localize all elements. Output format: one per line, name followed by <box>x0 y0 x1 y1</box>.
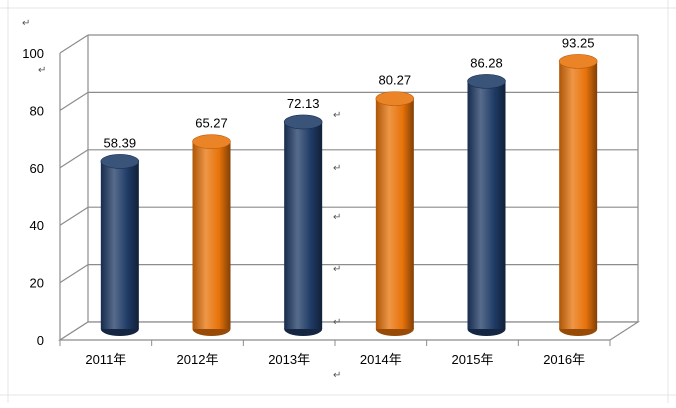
y-axis: 0 20 40 60 80 100 <box>22 46 44 348</box>
gridline-side <box>59 206 89 226</box>
return-mark: ↵ <box>333 370 341 381</box>
y-tick-label: 20 <box>30 276 44 291</box>
x-tick-label: 2014年 <box>360 352 402 367</box>
return-mark: ↵ <box>333 264 341 275</box>
bar-top <box>100 154 140 169</box>
return-mark: ↵ <box>38 65 46 76</box>
bar-top <box>283 114 323 130</box>
gridlines <box>59 34 639 341</box>
bar-body <box>375 98 414 330</box>
x-tick-label: 2012年 <box>177 352 219 367</box>
data-label: 72.13 <box>287 96 320 111</box>
bar-3 <box>283 114 323 336</box>
x-axis: 2011年 2012年 2013年 2014年 2015年 2016年 <box>85 352 585 367</box>
data-label: 80.27 <box>379 73 412 88</box>
bar-1 <box>100 154 140 336</box>
x-tick-label: 2016年 <box>543 352 585 367</box>
bar-2 <box>192 134 231 336</box>
y-tick-label: 60 <box>30 161 44 176</box>
bar-body <box>284 121 323 329</box>
bar-top <box>192 134 231 149</box>
y-tick-label: 80 <box>30 103 44 118</box>
gridline-side <box>59 264 89 284</box>
x-tick-label: 2011年 <box>85 352 126 367</box>
bar-top <box>375 91 415 106</box>
bar-body <box>192 141 231 329</box>
data-label: 58.39 <box>104 135 137 150</box>
x-tick-label: 2013年 <box>268 352 310 367</box>
y-tick-label: 100 <box>22 46 44 61</box>
bar-body <box>559 61 598 330</box>
paragraph-marks: ↵ ↵ ↵ ↵ ↵ ↵ ↵ ↵ <box>22 18 341 381</box>
bar-5 <box>467 74 506 336</box>
data-label: 86.28 <box>470 55 503 70</box>
return-mark: ↵ <box>22 18 30 29</box>
return-mark: ↵ <box>333 212 341 223</box>
data-label: 93.25 <box>562 35 595 50</box>
chart-floor <box>57 321 641 341</box>
gridline-side <box>59 91 89 111</box>
bar-body <box>467 81 506 329</box>
bars <box>100 54 598 336</box>
y-tick-label: 0 <box>37 333 44 348</box>
return-mark: ↵ <box>333 110 341 121</box>
bar-6 <box>558 54 598 336</box>
bar-top <box>558 54 598 69</box>
bar-top <box>467 74 506 89</box>
data-labels: 58.39 65.27 72.13 80.27 86.28 93.25 <box>104 35 595 150</box>
return-mark: ↵ <box>333 163 341 174</box>
y-tick-label: 40 <box>30 218 44 233</box>
data-label: 65.27 <box>195 116 228 131</box>
x-tick-label: 2015年 <box>452 352 494 367</box>
bar-4 <box>375 91 415 336</box>
gridline-side <box>59 34 89 54</box>
gridline-side <box>59 149 89 169</box>
bar-body <box>100 161 139 329</box>
return-mark: ↵ <box>333 317 341 328</box>
